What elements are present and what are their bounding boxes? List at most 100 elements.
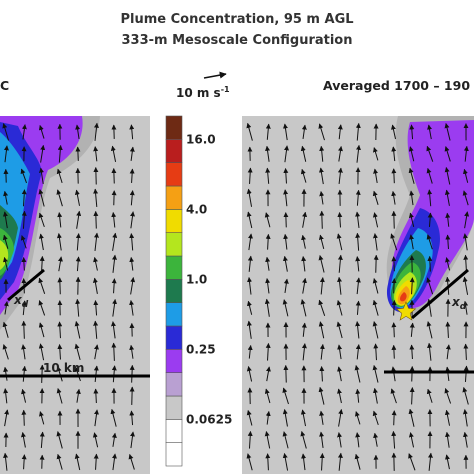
wind-vector-arrow: [409, 277, 415, 295]
wind-vector-arrow: [355, 300, 361, 315]
wind-vector-arrow: [337, 366, 342, 382]
wind-vector-arrow: [337, 254, 343, 273]
wind-vector-arrow: [20, 432, 26, 448]
wind-vector-arrow: [2, 321, 9, 338]
wind-vector-arrow: [21, 388, 27, 403]
wind-vector-arrow: [372, 278, 379, 294]
wind-vector-arrow: [265, 167, 271, 184]
figure-title-line-2: 333-m Mesoscale Configuration: [121, 33, 353, 48]
wind-vector-arrow: [21, 320, 27, 339]
wind-vector-arrow: [129, 299, 135, 316]
wind-vector-arrow: [390, 124, 397, 140]
wind-vector-arrow: [300, 409, 307, 427]
wind-vector-arrow: [391, 299, 397, 316]
wind-vector-arrow: [319, 145, 325, 162]
wind-vector-arrow: [38, 277, 46, 294]
wind-vector-arrow: [445, 321, 451, 338]
wind-vector-arrow: [112, 298, 118, 317]
wind-vector-arrow: [355, 256, 361, 272]
wind-vector-arrow: [462, 233, 468, 251]
wind-vector-arrow: [93, 188, 99, 207]
colorbar-cell: [165, 209, 183, 233]
vector-reference-label: 10 m s-1: [176, 85, 230, 100]
wind-vector-arrow: [372, 190, 379, 205]
wind-vector-arrow: [111, 432, 117, 447]
wind-vector-arrow: [426, 277, 434, 295]
wind-vector-arrow: [427, 342, 433, 361]
wind-vector-arrow: [283, 364, 289, 383]
colorbar-tick-label: 1.0: [186, 272, 207, 286]
colorbar-cells: [165, 115, 183, 467]
wind-vector-arrow: [3, 301, 9, 315]
wind-vector-arrow: [130, 431, 135, 449]
wind-vector-arrow: [21, 300, 27, 316]
wind-vector-arrow: [409, 124, 415, 140]
wind-vector-arrow: [38, 188, 45, 207]
wind-vector-arrow: [21, 344, 27, 360]
wind-vector-arrow: [246, 366, 253, 382]
wind-vector-arrow: [463, 365, 469, 382]
wind-vector-arrow: [130, 277, 136, 295]
vector-reference-exponent: -1: [220, 85, 230, 94]
source-star-icon: [395, 301, 417, 321]
wind-vector-arrow: [39, 255, 45, 272]
wind-vector-arrow: [93, 320, 99, 339]
wind-vector-arrow: [337, 432, 342, 448]
left-panel: xd 10 km: [0, 116, 150, 474]
colorbar-cell: [165, 139, 183, 163]
wind-vector-arrow: [111, 168, 117, 184]
wind-vector-arrow: [265, 233, 271, 250]
wind-vector-arrow: [38, 124, 45, 139]
wind-vector-arrow: [373, 168, 379, 184]
wind-vector-arrow: [282, 255, 288, 272]
wind-vector-arrow: [337, 452, 343, 471]
wind-vector-arrow: [391, 146, 397, 162]
wind-vector-arrow: [356, 144, 361, 163]
wind-vector-arrow: [20, 235, 27, 249]
colorbar-cell: [165, 395, 183, 420]
wind-vector-arrow: [265, 410, 271, 425]
wind-vector-arrow: [372, 410, 379, 426]
left-xd-transect-line: [7, 268, 45, 302]
wind-vector-arrow: [337, 276, 343, 295]
wind-vector-arrow: [355, 388, 361, 403]
wind-vector-arrow: [445, 344, 451, 360]
wind-vector-arrow: [74, 189, 81, 206]
wind-vector-arrow: [283, 167, 289, 184]
wind-vector-arrow: [2, 344, 9, 360]
wind-vector-arrow: [38, 343, 45, 361]
wind-vector-arrow: [391, 410, 397, 426]
wind-vector-arrow: [391, 430, 397, 449]
wind-vector-arrow: [38, 167, 44, 184]
wind-vector-arrow: [319, 453, 325, 471]
wind-vector-arrow: [94, 409, 99, 427]
wind-vector-arrow: [409, 322, 415, 337]
wind-vector-arrow: [301, 256, 307, 272]
wind-vector-arrow: [391, 322, 397, 338]
wind-vector-arrow: [246, 320, 252, 339]
wind-vector-arrow: [355, 211, 361, 229]
wind-vector-arrow: [391, 168, 397, 184]
wind-vector-arrow: [318, 234, 325, 250]
wind-vector-arrow: [354, 365, 361, 383]
wind-vector-arrow: [463, 300, 469, 315]
wind-vector-arrow: [373, 343, 379, 361]
wind-vector-arrow: [74, 343, 81, 361]
wind-vector-arrow: [372, 147, 379, 161]
wind-vector-arrow: [444, 189, 450, 206]
wind-vector-arrow: [93, 146, 99, 162]
wind-vector-arrow: [355, 277, 361, 295]
wind-vector-arrow: [265, 256, 271, 271]
wind-vector-arrow: [93, 365, 99, 383]
wind-vector-arrow: [300, 168, 307, 183]
left-panel-corner-text: C: [0, 78, 10, 93]
wind-vector-arrow: [355, 432, 361, 448]
wind-vector-arrow: [372, 212, 379, 228]
wind-vector-arrow: [336, 321, 343, 339]
wind-vector-arrow: [246, 453, 253, 471]
wind-vector-arrow: [3, 388, 9, 404]
wind-vector-arrow: [56, 168, 63, 184]
wind-vector-arrow: [21, 365, 27, 382]
wind-vector-arrow: [462, 168, 469, 183]
wind-vector-arrow: [3, 366, 9, 381]
